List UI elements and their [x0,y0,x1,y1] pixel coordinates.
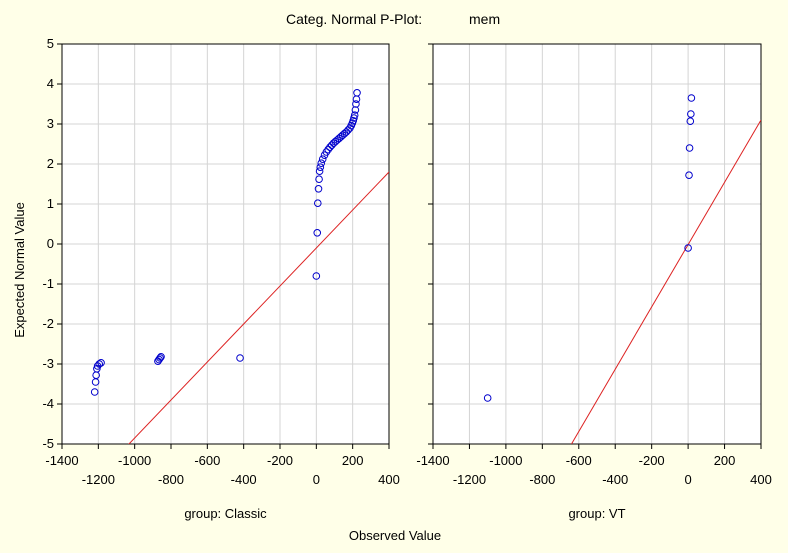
data-point [351,106,360,114]
x-tick-label: 0 [684,472,691,487]
data-point [90,388,99,396]
reference-line [128,171,389,444]
panel-vt: -1400 -1000 -600 -200 200 -1200 -800 -400 0 400 gr… [416,43,772,521]
data-point [353,89,361,97]
data-point [350,114,358,122]
data-point [93,365,101,373]
data-point [686,117,695,125]
data-point [685,171,693,179]
y-tick-label: 0 [47,236,54,251]
panel-label: group: VT [568,506,625,521]
x-tick-label: -1400 [416,453,449,468]
y-tick-label: 4 [47,76,54,91]
data-point [157,353,165,361]
reference-line [571,119,761,444]
chart-title: Categ. Normal P-Plot: [286,11,422,27]
data-point [314,185,323,193]
x-tick-label: 200 [342,453,364,468]
chart-variable: mem [469,11,500,27]
y-tick-label: 2 [47,156,54,171]
x-tick-label: -1400 [45,453,78,468]
y-tick-label: 3 [47,116,54,131]
data-point [318,155,327,163]
data-point [322,148,331,156]
data-point [317,159,326,167]
data-point [483,394,492,402]
data-point [315,175,323,183]
panel-label: group: Classic [184,506,267,521]
data-point [313,199,322,207]
y-tick-label: -4 [42,396,54,411]
x-tick-label: 400 [750,472,772,487]
data-point [95,360,104,368]
x-tick-label: -600 [194,453,220,468]
x-axis-label: Observed Value [349,528,441,543]
data-point [315,167,324,175]
data-point [156,354,164,362]
y-tick-label: 5 [47,36,54,51]
y-tick-label: -1 [42,276,54,291]
data-point [687,110,695,118]
data-point [687,94,696,102]
data-point [236,354,244,362]
x-tick-label: -600 [566,453,592,468]
x-tick-label: -800 [158,472,184,487]
x-tick-label: -1200 [82,472,115,487]
x-tick-label: -1200 [453,472,486,487]
data-point [350,111,359,119]
y-axis-label: Expected Normal Value [12,202,27,338]
x-tick-label: -1000 [489,453,522,468]
x-tick-label: 200 [714,453,736,468]
y-tick-label: -3 [42,356,54,371]
data-point [312,272,321,280]
data-point [352,100,360,108]
data-point [684,244,692,252]
x-tick-label: 400 [378,472,400,487]
data-point [97,359,105,367]
data-point [685,144,694,152]
x-tick-label: -400 [231,472,257,487]
data-point [316,163,325,171]
x-tick-label: -200 [267,453,293,468]
x-tick-label: -200 [639,453,665,468]
data-point [313,229,322,237]
x-tick-label: -400 [602,472,628,487]
x-tick-label: -1000 [118,453,151,468]
y-tick-label: 1 [47,196,54,211]
data-point [349,117,358,125]
y-tick-label: -2 [42,316,54,331]
y-tick-label: -5 [42,436,54,451]
panel-classic: -1400 -1000 -600 -200 200 -1200 -800 -400 0 400 5 4… [42,36,399,521]
x-tick-label: -800 [529,472,555,487]
x-tick-label: 0 [313,472,320,487]
